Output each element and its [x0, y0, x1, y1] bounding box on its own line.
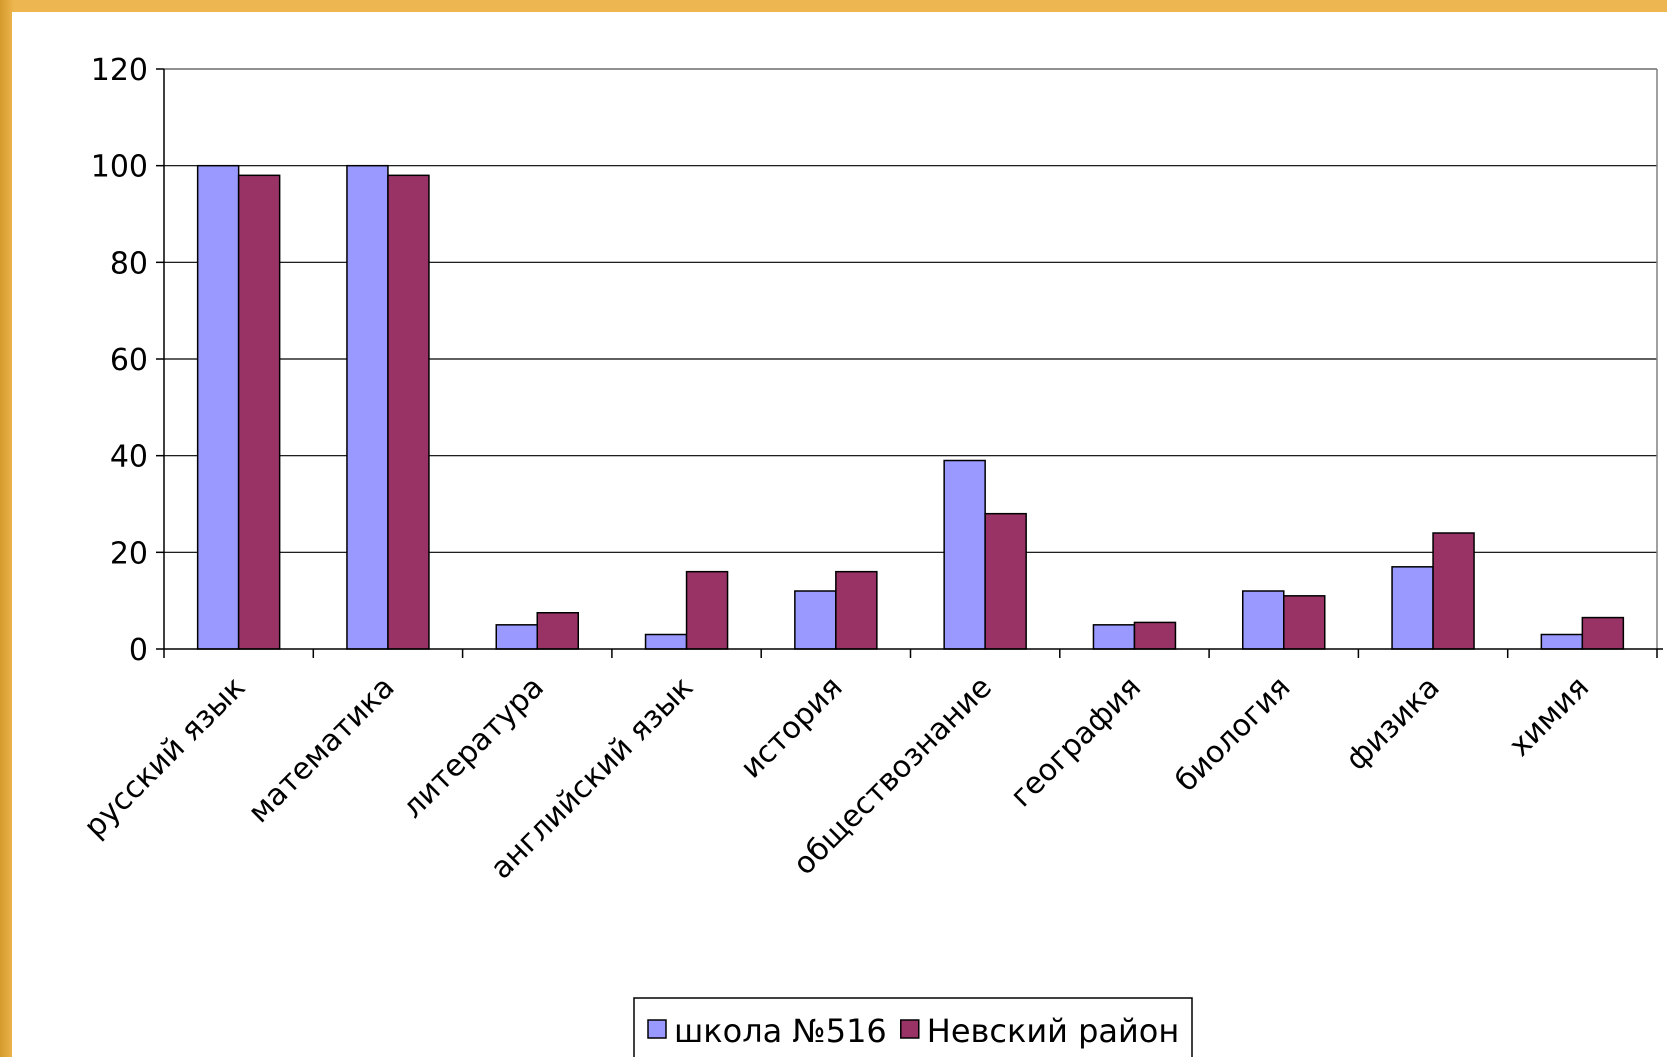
bar-district-6 — [1133, 621, 1177, 650]
bar-school-0 — [196, 164, 240, 650]
x-category-label: химия — [1502, 670, 1596, 764]
y-tick-label: 120 — [91, 53, 148, 88]
legend: школа №516 Невский район — [633, 997, 1193, 1057]
legend-swatch-1 — [900, 1019, 920, 1039]
legend-swatch-0 — [647, 1019, 667, 1039]
y-tick-label: 60 — [110, 343, 148, 378]
bar-school-6 — [1092, 624, 1136, 650]
bar-school-9 — [1540, 633, 1584, 650]
bar-district-9 — [1581, 616, 1625, 650]
y-tick-label: 20 — [110, 536, 148, 571]
x-category-label: география — [1004, 670, 1148, 814]
x-axis-labels: русский языкматематикалитератураанглийск… — [77, 649, 1658, 886]
bar-school-4 — [794, 590, 837, 650]
bars — [196, 164, 1625, 650]
chart-panel: 0 20 40 60 80 100 120 русский язык математика ли… — [12, 12, 1667, 1057]
bar-school-5 — [943, 459, 986, 650]
bar-school-7 — [1242, 590, 1285, 650]
x-category-label: биология — [1169, 670, 1298, 799]
bar-district-8 — [1432, 532, 1475, 650]
bar-district-0 — [237, 174, 281, 650]
bar-school-2 — [495, 624, 538, 650]
y-axis-ticks: 0 20 40 60 80 100 120 — [91, 53, 164, 668]
bar-district-4 — [835, 570, 878, 650]
legend-label-0: школа №516 — [674, 1012, 887, 1050]
bar-district-7 — [1283, 595, 1326, 650]
bar-school-3 — [644, 633, 688, 650]
legend-label-1: Невский район — [927, 1012, 1180, 1050]
y-tick-label: 100 — [91, 150, 148, 185]
bar-school-8 — [1391, 566, 1434, 650]
x-category-label: литература — [396, 670, 551, 825]
y-tick-label: 40 — [110, 440, 148, 475]
y-tick-label: 0 — [129, 633, 148, 668]
bar-district-5 — [984, 512, 1027, 650]
bar-district-1 — [387, 174, 430, 650]
bar-district-2 — [536, 612, 579, 650]
x-category-label: математика — [241, 670, 401, 830]
bar-chart: 0 20 40 60 80 100 120 русский языкматематикали… — [77, 53, 1663, 1057]
bar-district-3 — [685, 570, 729, 650]
x-category-label: русский язык — [77, 670, 252, 845]
x-category-label: история — [734, 670, 850, 786]
x-category-label: физика — [1339, 670, 1447, 778]
y-tick-label: 80 — [110, 246, 148, 281]
bar-school-1 — [346, 164, 389, 650]
